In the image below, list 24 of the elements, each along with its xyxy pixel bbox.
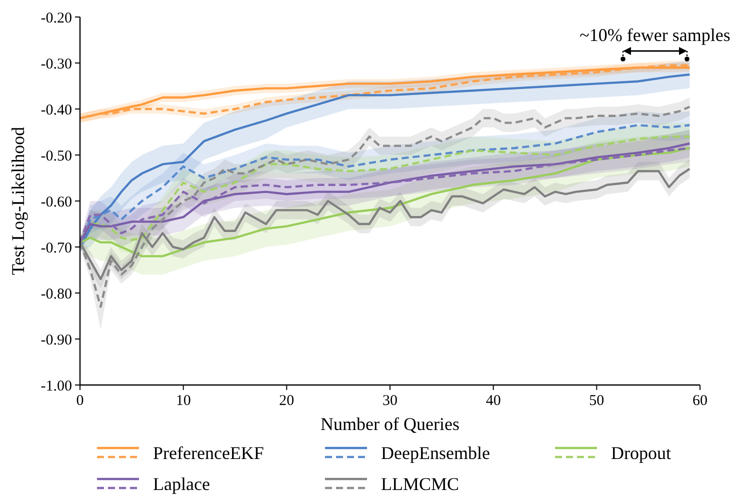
x-tick-label: 40 — [486, 393, 501, 409]
legend-label: Laplace — [153, 474, 210, 494]
legend-label: LLMCMC — [381, 474, 460, 494]
y-tick-label: -0.70 — [40, 240, 72, 256]
x-tick-label: 30 — [382, 393, 398, 409]
y-tick-label: -0.30 — [40, 56, 72, 72]
y-tick-label: -1.00 — [40, 378, 72, 394]
legend-label: Dropout — [611, 443, 671, 463]
legend-label: DeepEnsemble — [381, 443, 490, 463]
y-tick-label: -0.60 — [40, 194, 72, 210]
x-tick-label: 60 — [692, 393, 708, 409]
x-axis-title: Number of Queries — [320, 414, 460, 434]
y-tick-label: -0.40 — [40, 102, 72, 118]
y-tick-label: -0.20 — [40, 10, 72, 26]
y-tick-label: -0.50 — [40, 148, 72, 164]
annotation: ~10% fewer samples — [580, 25, 730, 45]
x-tick-label: 0 — [76, 393, 84, 409]
y-tick-label: -0.90 — [40, 332, 72, 348]
y-axis-title: Test Log-Likelihood — [8, 126, 28, 276]
y-tick-label: -0.80 — [40, 286, 72, 302]
x-tick-label: 10 — [176, 393, 191, 409]
x-tick-label: 50 — [589, 393, 604, 409]
x-tick-label: 20 — [279, 393, 294, 409]
legend-label: PreferenceEKF — [153, 443, 264, 463]
